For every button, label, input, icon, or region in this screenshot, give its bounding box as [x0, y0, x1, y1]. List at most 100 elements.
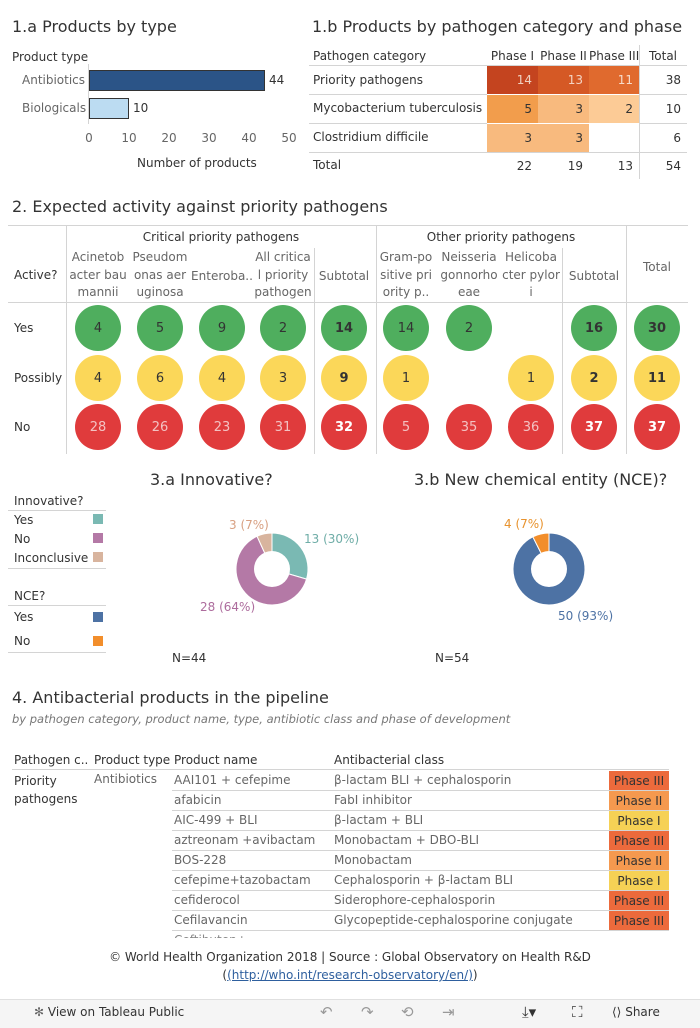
- phase-cell[interactable]: Phase II: [609, 791, 669, 810]
- share-button[interactable]: ⟨⟩ Share: [612, 1005, 660, 1019]
- column-header: Acinetobacter baumannii: [69, 250, 127, 299]
- row-divider: [172, 890, 669, 891]
- redo-icon[interactable]: ↷: [361, 1003, 374, 1021]
- heat-cell[interactable]: 2: [589, 95, 639, 123]
- phase-cell[interactable]: Phase III: [609, 911, 669, 930]
- donut-nce: [512, 532, 586, 606]
- activity-matrix: Critical priority pathogens Other priori…: [8, 225, 688, 454]
- phase-cell[interactable]: Phase III: [609, 771, 669, 790]
- col-header-class[interactable]: Antibacterial class: [334, 753, 445, 767]
- undo-icon[interactable]: ↶: [320, 1003, 333, 1021]
- section-1a-title: 1.a Products by type: [12, 17, 177, 36]
- donut-a-label-no: 28 (64%): [200, 600, 256, 614]
- legend-swatch: [93, 552, 103, 562]
- revert-icon[interactable]: ⟲: [401, 1003, 414, 1021]
- legend-item-no[interactable]: No: [14, 634, 31, 648]
- source-link[interactable]: (http://who.int/research-observatory/en/…: [227, 968, 473, 982]
- total-cell: 19: [567, 159, 583, 173]
- bar-value-antibiotics: 44: [269, 73, 285, 87]
- legend-title: Innovative?: [14, 494, 84, 508]
- activity-circle-possibly[interactable]: 6: [137, 355, 183, 401]
- legend-item-inconclusive[interactable]: Inconclusive: [14, 551, 89, 565]
- activity-circle-possibly[interactable]: 1: [508, 355, 554, 401]
- activity-circle-possibly[interactable]: 4: [199, 355, 245, 401]
- heat-cell[interactable]: 5: [487, 95, 538, 123]
- activity-circle-no[interactable]: 35: [446, 404, 492, 450]
- phase-cell[interactable]: Phase III: [609, 831, 669, 850]
- donut-b-label-yes: 50 (93%): [558, 609, 614, 623]
- heat-cell[interactable]: 3: [538, 95, 589, 123]
- pipeline-table[interactable]: Pathogen c.. Product type Product name A…: [0, 750, 700, 938]
- donut-a-label-inconclusive: 3 (7%): [229, 518, 269, 532]
- activity-circle-no[interactable]: 5: [383, 404, 429, 450]
- activity-circle-possibly[interactable]: 2: [571, 355, 617, 401]
- col-header-pathogen: Pathogen category: [313, 49, 427, 63]
- bar-biologicals[interactable]: [89, 98, 129, 119]
- section-3b-title: 3.b New chemical entity (NCE)?: [414, 470, 668, 489]
- phase-cell[interactable]: Phase II: [609, 851, 669, 870]
- donut-charts: [235, 532, 586, 606]
- heat-cell[interactable]: 13: [538, 66, 589, 94]
- product-type-header: Product type: [12, 50, 89, 64]
- activity-circle-possibly[interactable]: 4: [75, 355, 121, 401]
- activity-circle-no[interactable]: 26: [137, 404, 183, 450]
- activity-circle-no[interactable]: 32: [321, 404, 367, 450]
- phase-cell[interactable]: Phase I: [609, 811, 669, 830]
- column-header: Subtotal: [568, 269, 620, 283]
- group-header-other: Other priority pathogens: [426, 230, 576, 244]
- activity-circle-yes[interactable]: 4: [75, 305, 121, 351]
- column-header: Pseudomonas aeruginosa: [132, 250, 188, 299]
- section-3a-title: 3.a Innovative?: [150, 470, 273, 489]
- n-label-b: N=54: [435, 651, 470, 665]
- heat-cell[interactable]: 14: [487, 66, 538, 94]
- x-tick-label: 0: [85, 131, 93, 145]
- section-4-title: 4. Antibacterial products in the pipelin…: [12, 688, 329, 707]
- col-header-pathogen[interactable]: Pathogen c..: [14, 753, 89, 767]
- heat-cell[interactable]: 3: [538, 124, 589, 152]
- activity-circle-no[interactable]: 31: [260, 404, 306, 450]
- download-icon[interactable]: ⤓▾: [522, 1003, 537, 1021]
- activity-circle-yes[interactable]: 14: [383, 305, 429, 351]
- heat-cell[interactable]: 3: [487, 124, 538, 152]
- activity-circle-no[interactable]: 28: [75, 404, 121, 450]
- tableau-toolbar: [0, 999, 700, 1028]
- activity-circle-yes[interactable]: 2: [260, 305, 306, 351]
- fullscreen-icon[interactable]: ⛶: [572, 1003, 583, 1021]
- activity-circle-possibly[interactable]: 1: [383, 355, 429, 401]
- column-header: Total: [642, 260, 672, 274]
- activity-circle-no[interactable]: 36: [508, 404, 554, 450]
- x-tick-label: 20: [161, 131, 177, 145]
- antibacterial-class-cell: FabI inhibitor: [334, 793, 412, 807]
- activity-circle-no[interactable]: 23: [199, 404, 245, 450]
- activity-circle-yes[interactable]: 16: [571, 305, 617, 351]
- legend-item-no[interactable]: No: [14, 532, 31, 546]
- col-header-type[interactable]: Product type: [94, 753, 171, 767]
- activity-circle-yes[interactable]: 14: [321, 305, 367, 351]
- activity-circle-no[interactable]: 37: [634, 404, 680, 450]
- antibacterial-class-cell: β-lactam + BLI: [334, 813, 424, 827]
- antibacterial-class-cell: Glycopeptide-cephalosporine conjugate: [334, 913, 573, 927]
- heat-cell[interactable]: 11: [589, 66, 639, 94]
- col-header-name[interactable]: Product name: [174, 753, 258, 767]
- activity-circle-yes[interactable]: 2: [446, 305, 492, 351]
- activity-circle-possibly[interactable]: 3: [260, 355, 306, 401]
- phase-cell[interactable]: Phase I: [609, 871, 669, 890]
- activity-circle-no[interactable]: 37: [571, 404, 617, 450]
- legend-item-yes[interactable]: Yes: [14, 513, 34, 527]
- bar-antibiotics[interactable]: [89, 70, 265, 91]
- activity-circle-possibly[interactable]: 9: [321, 355, 367, 401]
- legend-item-yes[interactable]: Yes: [14, 610, 34, 624]
- view-on-tableau-link[interactable]: ✻ View on Tableau Public: [34, 1005, 184, 1019]
- bar-axis-line: [88, 64, 89, 124]
- activity-circle-possibly[interactable]: 11: [634, 355, 680, 401]
- pathogen-category-cell: Priority pathogens: [14, 774, 78, 806]
- refresh-icon[interactable]: ⇥: [442, 1003, 455, 1021]
- x-tick-label: 30: [201, 131, 217, 145]
- activity-circle-yes[interactable]: 5: [137, 305, 183, 351]
- activity-circle-yes[interactable]: 9: [199, 305, 245, 351]
- x-axis-label: Number of products: [137, 156, 257, 170]
- activity-circle-yes[interactable]: 30: [634, 305, 680, 351]
- column-header: Subtotal: [318, 269, 370, 283]
- bar-label-biologicals: Biologicals: [22, 101, 87, 115]
- phase-cell[interactable]: Phase III: [609, 891, 669, 910]
